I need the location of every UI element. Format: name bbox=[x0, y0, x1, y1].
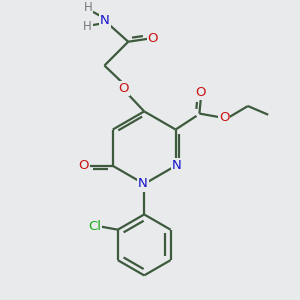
Text: O: O bbox=[219, 111, 229, 124]
Text: O: O bbox=[196, 86, 206, 99]
Text: N: N bbox=[172, 159, 182, 172]
Text: O: O bbox=[118, 82, 128, 95]
Text: N: N bbox=[100, 14, 110, 27]
Text: H: H bbox=[84, 1, 92, 14]
Text: O: O bbox=[148, 32, 158, 45]
Text: O: O bbox=[79, 159, 89, 172]
Text: Cl: Cl bbox=[88, 220, 101, 233]
Text: N: N bbox=[138, 178, 148, 190]
Text: H: H bbox=[83, 20, 92, 33]
